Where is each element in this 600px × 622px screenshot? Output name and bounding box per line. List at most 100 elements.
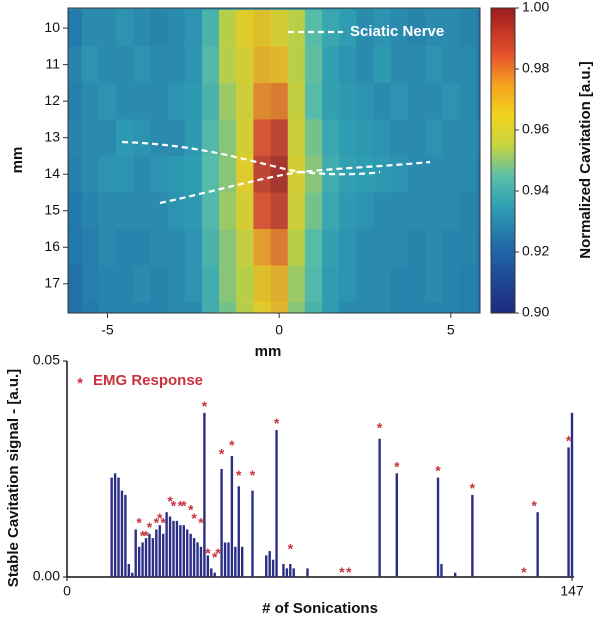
heatmap-cell xyxy=(459,302,478,313)
x-tick-label: -5 xyxy=(101,322,114,338)
heatmap-cell xyxy=(304,228,323,267)
heatmap-cell xyxy=(270,9,289,47)
bar xyxy=(268,551,271,577)
nerve-edge xyxy=(121,140,381,176)
bar xyxy=(199,546,203,577)
heatmap-cell xyxy=(287,228,306,267)
emg-marker: * xyxy=(394,458,400,474)
heatmap-cell xyxy=(287,82,306,120)
heatmap-cell xyxy=(253,265,272,303)
colorbar-tick-label: 0.90 xyxy=(522,304,549,320)
heatmap-cell xyxy=(304,46,323,84)
heatmap-cell xyxy=(68,82,83,120)
y-tick-label: 15 xyxy=(44,201,60,217)
heatmap-cell xyxy=(407,119,426,157)
emg-marker: * xyxy=(215,545,221,561)
heatmap-cell xyxy=(184,46,203,84)
heatmap-cell xyxy=(201,155,220,193)
bar xyxy=(378,438,381,577)
heatmap-cell xyxy=(133,82,151,120)
heatmap-cell xyxy=(98,192,117,230)
emg-marker: * xyxy=(147,519,153,535)
heatmap-cell xyxy=(356,46,375,84)
heatmap-cell xyxy=(68,265,83,303)
heatmap-cell xyxy=(287,9,306,47)
heatmap-cell xyxy=(476,155,480,193)
colorbar-label: Normalized Cavitation [a.u.] xyxy=(577,61,594,259)
heatmap-cell xyxy=(390,82,409,120)
heatmap-cell xyxy=(287,46,306,84)
bar xyxy=(131,572,134,577)
bar xyxy=(234,546,237,577)
heatmap-cell xyxy=(253,192,272,230)
heatmap-cell xyxy=(133,265,151,303)
heatmap-cell xyxy=(81,265,100,303)
bar xyxy=(471,494,474,577)
heatmap-cell xyxy=(442,302,460,313)
heatmap-cell xyxy=(287,302,306,313)
emg-marker: * xyxy=(171,497,177,513)
heatmap-cell xyxy=(201,265,220,303)
bar xyxy=(265,555,268,577)
heatmap-cell xyxy=(442,9,460,47)
heatmap-cell xyxy=(219,265,237,303)
bar xyxy=(179,525,182,577)
heatmap-cell xyxy=(201,82,220,120)
heatmap-cell xyxy=(184,265,203,303)
heatmap-cell xyxy=(150,265,169,303)
heatmap-cell xyxy=(270,302,289,313)
bar xyxy=(237,486,240,577)
bar xyxy=(175,520,179,577)
heatmap-cell xyxy=(116,228,134,267)
heatmap-cell xyxy=(167,192,186,230)
heatmap-cell xyxy=(98,9,117,47)
heatmap-cell xyxy=(373,155,392,193)
bar xyxy=(189,533,192,577)
heatmap-cell xyxy=(133,228,151,267)
heatmap-cell xyxy=(253,228,272,267)
heatmap-cell xyxy=(459,9,478,47)
heatmap-cell xyxy=(425,155,443,193)
heatmap-cell xyxy=(459,119,478,157)
heatmap-cell xyxy=(68,302,83,313)
bar xyxy=(275,430,278,577)
heatmap-cell xyxy=(339,46,357,84)
annotation: Sciatic Nerve xyxy=(350,23,444,40)
heatmap-cell xyxy=(270,155,289,193)
heatmap-cell xyxy=(407,302,426,313)
heatmap-cell xyxy=(116,9,134,47)
heatmap-cell xyxy=(304,302,323,313)
bar xyxy=(117,477,120,577)
heatmap-cell xyxy=(373,228,392,267)
heatmap-cell xyxy=(270,192,289,230)
legend-marker: * xyxy=(77,375,83,392)
heatmap-cell xyxy=(116,155,134,193)
bar xyxy=(141,542,144,577)
bar xyxy=(251,490,254,577)
heatmap-cell xyxy=(339,228,357,267)
heatmap-cell xyxy=(322,192,340,230)
x-tick-label: 0 xyxy=(275,322,283,338)
heatmap-cell xyxy=(133,155,151,193)
y-tick-label: 0.05 xyxy=(33,352,60,368)
heatmap-cell xyxy=(425,46,443,84)
heatmap-cell xyxy=(150,9,169,47)
heatmap-cell xyxy=(133,302,151,313)
heatmap-cell xyxy=(373,302,392,313)
heatmap-cell xyxy=(236,228,254,267)
heatmap-cell xyxy=(201,302,220,313)
heatmap-cell xyxy=(459,82,478,120)
heatmap-cell xyxy=(116,302,134,313)
emg-marker: * xyxy=(181,497,187,513)
heatmap-cell xyxy=(167,228,186,267)
heatmap-cell xyxy=(270,82,289,120)
bar xyxy=(196,542,199,577)
heatmap-cell xyxy=(167,82,186,120)
heatmap-cell xyxy=(356,119,375,157)
emg-marker: * xyxy=(346,564,352,580)
heatmap-cell xyxy=(98,155,117,193)
heatmap-cell xyxy=(425,82,443,120)
bar xyxy=(440,564,443,577)
heatmap-cell xyxy=(442,265,460,303)
